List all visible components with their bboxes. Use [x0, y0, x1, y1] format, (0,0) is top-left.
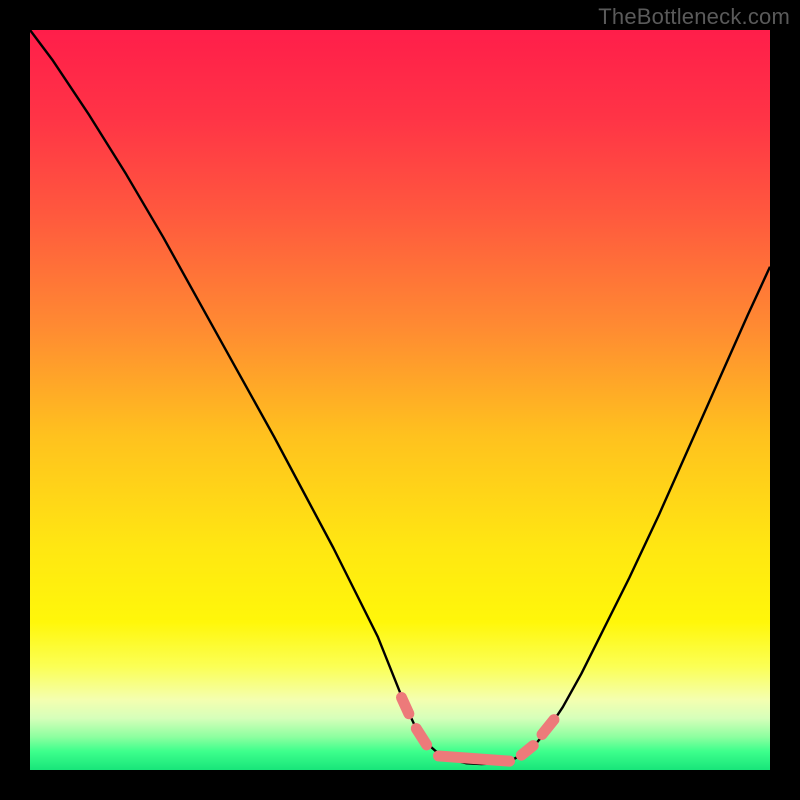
highlight-segment: [521, 746, 533, 756]
watermark-text: TheBottleneck.com: [598, 4, 790, 30]
highlight-segment: [438, 756, 509, 761]
bottleneck-chart: [0, 0, 800, 800]
gradient-plot-area: [30, 30, 770, 770]
highlight-segment: [401, 697, 408, 713]
